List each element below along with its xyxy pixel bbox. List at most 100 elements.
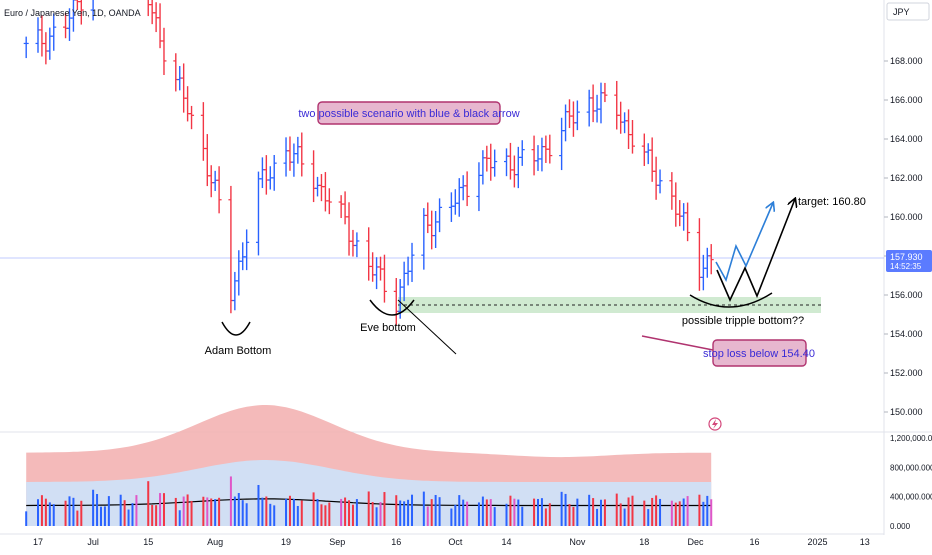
stop-loss-callout[interactable] (712, 339, 807, 367)
volume-bar (619, 503, 622, 526)
ohlc-bar (255, 171, 261, 256)
volume-bar (214, 499, 217, 526)
ohlc-bar (185, 86, 191, 122)
volume-bar (96, 494, 99, 526)
ohlc-bar (460, 175, 466, 201)
ohlc-bar (90, 0, 94, 21)
ohlc-bar (622, 112, 628, 134)
volume-bar (123, 500, 126, 526)
volume-bar (596, 508, 599, 526)
volume-bar (151, 505, 154, 526)
scenario-callout[interactable] (317, 101, 501, 125)
volume-bar (316, 499, 319, 526)
volume-bar (454, 504, 457, 526)
blue-scenario-arrow[interactable] (715, 203, 773, 283)
volume-bar (159, 493, 162, 526)
target-label: target: 160.80 (798, 196, 866, 208)
volume-bar (674, 502, 677, 526)
volume-bar (292, 498, 295, 526)
symbol-title[interactable]: Euro / Japanese Yen, 1D, OANDA (4, 8, 141, 18)
volume-bar (548, 503, 551, 526)
ohlc-bar (618, 101, 624, 134)
volume-bar (647, 509, 650, 526)
ohlc-bar (401, 261, 407, 302)
ohlc-bar (70, 0, 76, 32)
volume-bar (599, 499, 602, 526)
ohlc-bar (228, 185, 234, 314)
volume-bar (261, 497, 264, 526)
volume-bar (623, 508, 626, 526)
ohlc-bar (271, 154, 277, 191)
volume-bar (147, 481, 150, 526)
volume-axis[interactable]: 1,200,000.000 800,000.000 400,000.000 0.000 (890, 434, 932, 531)
stop-loss-pointer (641, 335, 714, 351)
time-axis[interactable]: 17 Jul 15 Aug 19 Sep 16 Oct 14 Nov 18 Dec 16 2025 13 (33, 537, 870, 547)
volume-bar (328, 502, 331, 526)
ohlc-bar (649, 137, 655, 182)
ohlc-bar (641, 133, 647, 166)
ohlc-bar (504, 148, 510, 177)
volume-bar (344, 497, 347, 526)
volume-bar (182, 496, 185, 526)
ohlc-bar (598, 82, 604, 124)
time-tick-label: Aug (207, 537, 223, 547)
volume-bar (655, 495, 658, 526)
ohlc-bar (480, 150, 486, 185)
ohlc-bar (488, 143, 494, 181)
volume-bar (383, 492, 386, 526)
ohlc-bar (511, 155, 517, 188)
ohlc-bar (283, 137, 289, 177)
ohlc-bar (696, 218, 702, 291)
volume-bar (324, 505, 327, 526)
volume-bar (710, 499, 713, 526)
volume-bar (603, 499, 606, 526)
volume-bar (241, 500, 244, 526)
volume-bar (103, 506, 106, 526)
volume-bar (434, 494, 437, 526)
time-tick-label: 15 (143, 537, 153, 547)
volume-bar (202, 496, 205, 526)
volume-bar (517, 499, 520, 526)
volume-bar (131, 503, 134, 526)
volume-bar (536, 498, 539, 526)
volume-bar (273, 505, 276, 526)
volume-bar (80, 500, 83, 526)
stop-loss-text: stop loss below 154.40 (703, 348, 815, 360)
volume-bar (430, 499, 433, 526)
price-tick-label: 156.000 (890, 290, 923, 300)
ohlc-bar (681, 203, 687, 231)
volume-bar (37, 499, 39, 526)
currency-button[interactable] (886, 2, 930, 21)
volume-bar (481, 496, 484, 526)
ohlc-bar (704, 247, 710, 278)
ohlc-bar (645, 143, 651, 165)
volume-bar (513, 498, 516, 526)
ohlc-bar (291, 143, 297, 177)
volume-bar (25, 511, 28, 526)
volume-bar (438, 497, 441, 526)
ohlc-bar (574, 100, 580, 131)
lightning-icon[interactable] (708, 417, 722, 431)
ohlc-bar (669, 172, 675, 210)
volume-bar (375, 507, 378, 526)
price-tick-label: 160.000 (890, 212, 923, 222)
volume-bar (426, 506, 429, 526)
ohlc-bar (161, 27, 167, 76)
volume-bar (477, 502, 480, 526)
ohlc-bar (326, 188, 332, 215)
volume-bar (229, 476, 232, 526)
ohlc-bar (590, 84, 596, 123)
volume-bar (320, 504, 323, 526)
volume-bar (615, 493, 618, 526)
black-scenario-arrow[interactable] (716, 199, 795, 302)
volume-bar (340, 498, 343, 526)
ohlc-bar (35, 17, 41, 53)
ohlc-bar (425, 202, 431, 234)
adam-bottom-label: Adam Bottom (205, 345, 272, 357)
ohlc-bar (437, 198, 443, 233)
price-axis[interactable]: 168.000166.000164.000162.000160.000158.0… (884, 56, 923, 417)
adam-bottom-arc (221, 321, 251, 336)
volume-bar (155, 505, 158, 526)
volume-bar (119, 494, 122, 526)
